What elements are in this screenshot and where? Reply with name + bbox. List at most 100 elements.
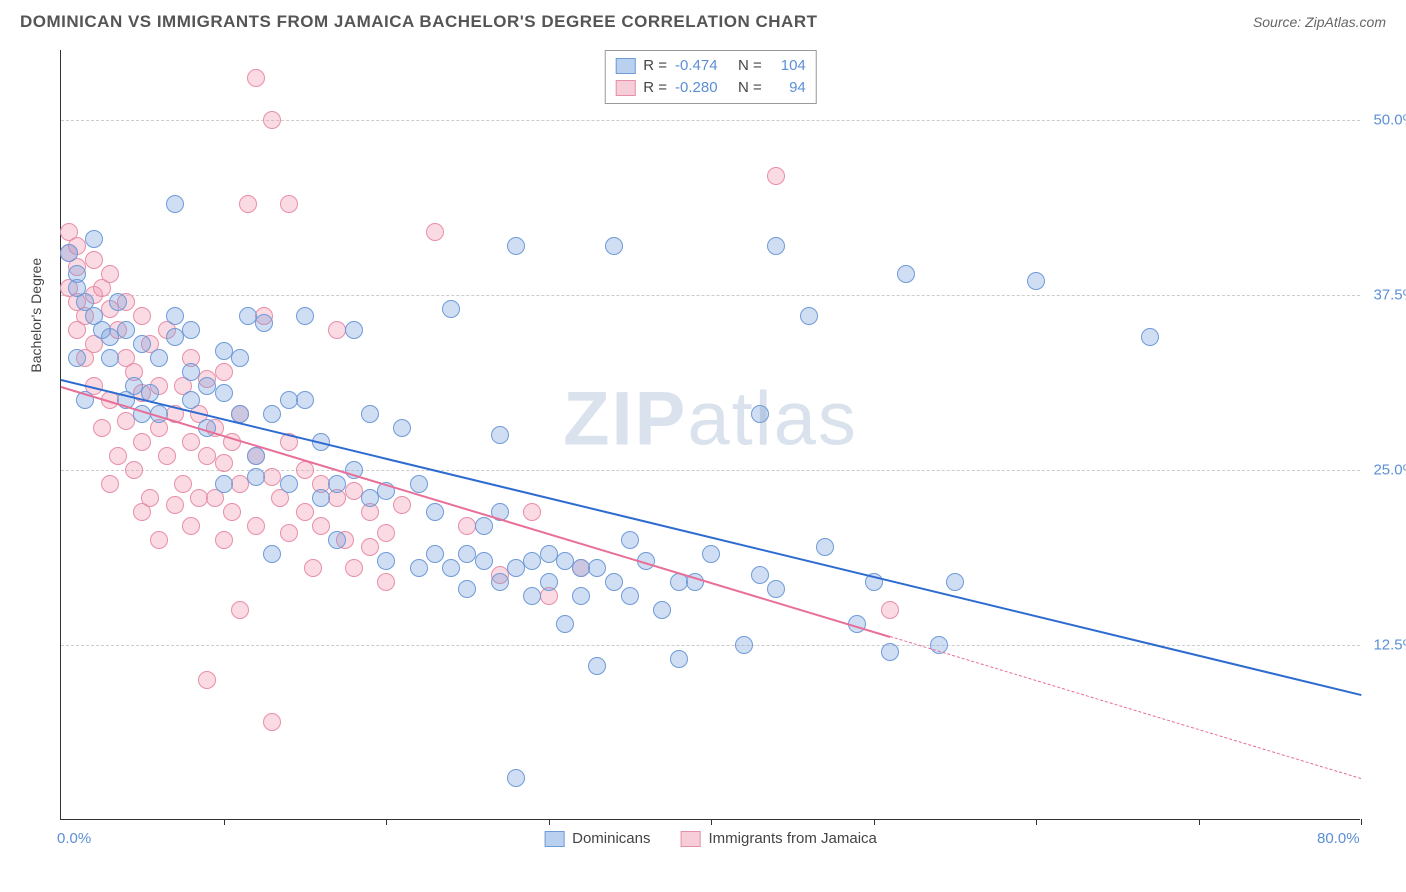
data-point [605, 573, 623, 591]
data-point [125, 461, 143, 479]
data-point [312, 517, 330, 535]
data-point [621, 531, 639, 549]
data-point [182, 433, 200, 451]
legend-row-dominicans: R = -0.474 N = 104 [615, 55, 806, 77]
data-point [117, 321, 135, 339]
data-point [101, 265, 119, 283]
data-point [361, 405, 379, 423]
data-point [946, 573, 964, 591]
data-point [426, 545, 444, 563]
r-value-dominicans: -0.474 [675, 55, 730, 77]
swatch-jamaica [615, 80, 635, 96]
xtick-mark [386, 819, 387, 825]
data-point [800, 307, 818, 325]
data-point [247, 468, 265, 486]
data-point [296, 391, 314, 409]
data-point [68, 349, 86, 367]
xtick-label: 0.0% [57, 830, 91, 847]
data-point [572, 587, 590, 605]
data-point [426, 223, 444, 241]
data-point [166, 195, 184, 213]
data-point [247, 517, 265, 535]
data-point [507, 237, 525, 255]
data-point [223, 503, 241, 521]
data-point [621, 587, 639, 605]
data-point [377, 524, 395, 542]
swatch-jamaica-icon [681, 831, 701, 847]
xtick-mark [711, 819, 712, 825]
data-point [280, 195, 298, 213]
data-point [377, 552, 395, 570]
data-point [158, 447, 176, 465]
data-point [247, 447, 265, 465]
data-point [410, 475, 428, 493]
data-point [296, 307, 314, 325]
data-point [109, 293, 127, 311]
data-point [182, 517, 200, 535]
legend-row-jamaica: R = -0.280 N = 94 [615, 77, 806, 99]
data-point [507, 769, 525, 787]
data-point [133, 433, 151, 451]
data-point [458, 580, 476, 598]
xtick-mark [1361, 819, 1362, 825]
data-point [491, 573, 509, 591]
data-point [670, 650, 688, 668]
data-point [393, 419, 411, 437]
ytick-label: 25.0% [1373, 462, 1406, 479]
data-point [280, 524, 298, 542]
data-point [702, 545, 720, 563]
data-point [377, 573, 395, 591]
data-point [85, 230, 103, 248]
correlation-legend: R = -0.474 N = 104 R = -0.280 N = 94 [604, 50, 817, 104]
n-value-jamaica: 94 [770, 77, 806, 99]
xtick-mark [549, 819, 550, 825]
data-point [881, 601, 899, 619]
data-point [150, 531, 168, 549]
data-point [442, 559, 460, 577]
xtick-mark [1036, 819, 1037, 825]
ytick-label: 37.5% [1373, 287, 1406, 304]
gridline [61, 295, 1360, 296]
data-point [751, 405, 769, 423]
r-value-jamaica: -0.280 [675, 77, 730, 99]
data-point [312, 489, 330, 507]
data-point [263, 713, 281, 731]
data-point [767, 167, 785, 185]
data-point [897, 265, 915, 283]
data-point [133, 307, 151, 325]
data-point [263, 545, 281, 563]
data-point [410, 559, 428, 577]
chart-title: DOMINICAN VS IMMIGRANTS FROM JAMAICA BAC… [20, 12, 817, 32]
swatch-dominicans [615, 58, 635, 74]
data-point [653, 601, 671, 619]
data-point [426, 503, 444, 521]
data-point [304, 559, 322, 577]
data-point [442, 300, 460, 318]
data-point [523, 587, 541, 605]
trend-line [61, 386, 890, 638]
data-point [109, 447, 127, 465]
n-value-dominicans: 104 [770, 55, 806, 77]
xtick-mark [874, 819, 875, 825]
data-point [475, 552, 493, 570]
data-point [255, 314, 273, 332]
chart-plot-area: ZIPatlas R = -0.474 N = 104 R = -0.280 N… [60, 50, 1360, 820]
legend-item-jamaica: Immigrants from Jamaica [681, 830, 877, 847]
data-point [1027, 272, 1045, 290]
data-point [816, 538, 834, 556]
series-legend: Dominicans Immigrants from Jamaica [544, 830, 877, 847]
xtick-mark [1199, 819, 1200, 825]
watermark: ZIPatlas [563, 376, 858, 463]
data-point [328, 475, 346, 493]
data-point [174, 475, 192, 493]
data-point [85, 251, 103, 269]
y-axis-label: Bachelor's Degree [28, 258, 44, 373]
data-point [393, 496, 411, 514]
data-point [166, 496, 184, 514]
data-point [361, 538, 379, 556]
data-point [767, 580, 785, 598]
data-point [263, 111, 281, 129]
data-point [475, 517, 493, 535]
data-point [101, 475, 119, 493]
legend-item-dominicans: Dominicans [544, 830, 650, 847]
